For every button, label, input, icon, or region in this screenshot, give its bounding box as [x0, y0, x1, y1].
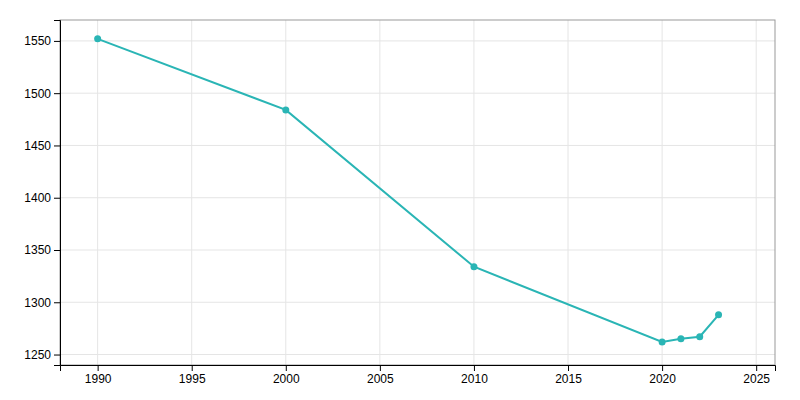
grid-line-y [60, 93, 775, 94]
x-tick-mark [474, 365, 475, 371]
x-tick: 2020 [649, 365, 676, 386]
grid-line-y [60, 354, 775, 355]
x-tick: 2000 [273, 365, 300, 386]
point [715, 311, 722, 318]
x-tick-mark [568, 365, 569, 371]
grid-line-y [60, 250, 775, 251]
grid-line-x [662, 20, 663, 365]
point [677, 335, 684, 342]
y-tick: 1550 [24, 34, 60, 48]
grid-line-x [97, 20, 98, 365]
x-tick: 2015 [555, 365, 582, 386]
grid-line-y [60, 302, 775, 303]
y-tick-label: 1450 [24, 139, 51, 153]
y-tick: 1250 [24, 348, 60, 362]
point [94, 35, 101, 42]
point [282, 106, 289, 113]
grid-line-x [756, 20, 757, 365]
plot: 1990 1995 2000 2005 2010 2015 2020 2025 1250 1300… [24, 20, 775, 386]
x-tick-mark [192, 365, 193, 371]
x-tick-label: 1990 [85, 372, 112, 386]
x-tick-label: 2000 [273, 372, 300, 386]
point [696, 333, 703, 340]
x-tick-label: 2025 [743, 372, 770, 386]
y-tick-label: 1550 [24, 34, 51, 48]
x-axis-line [61, 366, 776, 372]
y-tick-mark [54, 41, 60, 42]
y-axis: 1250 1300 1350 1400 1450 1500 1550 [24, 21, 60, 366]
x-tick-mark [98, 365, 99, 371]
y-tick-label: 1300 [24, 296, 51, 310]
x-tick: 2010 [461, 365, 488, 386]
y-tick-mark [54, 302, 60, 303]
y-tick: 1400 [24, 191, 60, 205]
marks [94, 35, 722, 345]
x-tick: 2025 [743, 365, 770, 386]
y-tick: 1350 [24, 243, 60, 257]
y-tick-mark [54, 355, 60, 356]
y-tick-label: 1250 [24, 348, 51, 362]
grid-line-y [60, 197, 775, 198]
y-tick: 1500 [24, 87, 60, 101]
y-tick-mark [54, 145, 60, 146]
y-tick-label: 1400 [24, 191, 51, 205]
grid [60, 20, 775, 365]
x-tick-mark [756, 365, 757, 371]
point [470, 263, 477, 270]
y-tick-mark [54, 93, 60, 94]
grid-line-x [568, 20, 569, 365]
x-tick-mark [286, 365, 287, 371]
grid-line-x [285, 20, 286, 365]
y-tick-label: 1350 [24, 243, 51, 257]
y-tick-mark [54, 250, 60, 251]
y-tick-mark [54, 198, 60, 199]
grid-line-x [473, 20, 474, 365]
y-tick-label: 1500 [24, 87, 51, 101]
y-axis-line [54, 21, 61, 366]
x-tick-label: 2010 [461, 372, 488, 386]
grid-line-y [60, 40, 775, 41]
x-tick-mark [662, 365, 663, 371]
grid-line-x [191, 20, 192, 365]
x-tick: 2005 [367, 365, 394, 386]
line [98, 39, 719, 342]
point [659, 339, 666, 346]
x-tick: 1995 [179, 365, 206, 386]
y-tick: 1450 [24, 139, 60, 153]
chart: 1990 1995 2000 2005 2010 2015 2020 2025 1250 1300… [0, 0, 800, 400]
x-tick: 1990 [85, 365, 112, 386]
grid-line-y [60, 145, 775, 146]
x-tick-label: 2020 [649, 372, 676, 386]
x-tick-label: 2005 [367, 372, 394, 386]
x-tick-mark [380, 365, 381, 371]
plot-frame [60, 20, 775, 365]
grid-line-x [379, 20, 380, 365]
x-tick-label: 1995 [179, 372, 206, 386]
y-tick: 1300 [24, 296, 60, 310]
x-tick-label: 2015 [555, 372, 582, 386]
x-axis: 1990 1995 2000 2005 2010 2015 2020 2025 [61, 365, 776, 386]
